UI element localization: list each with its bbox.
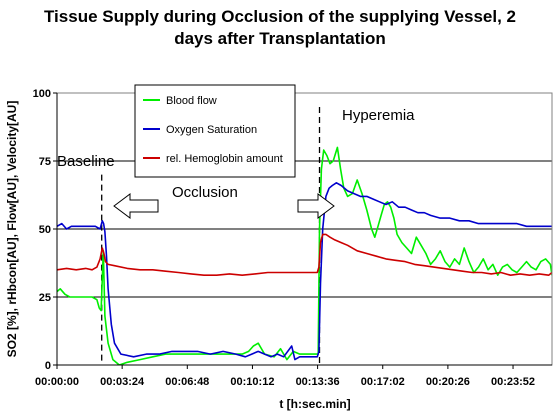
right-arrow-icon — [297, 193, 335, 219]
x-tick-label-0: 00:00:00 — [35, 376, 79, 388]
series-line-0 — [57, 146, 552, 365]
y-tick-label-75: 75 — [39, 156, 51, 168]
chart-title-line-1: Tissue Supply during Occlusion of the su… — [43, 7, 516, 26]
baseline-annotation: Baseline — [57, 153, 115, 170]
legend-label-0: Blood flow — [166, 95, 217, 107]
series-line-1 — [57, 182, 552, 361]
x-tick-label-5: 00:17:02 — [361, 376, 405, 388]
y-tick-label-100: 100 — [33, 88, 51, 100]
x-tick-label-4: 00:13:36 — [296, 376, 340, 388]
occlusion-annotation: Occlusion — [172, 184, 238, 201]
axis-ticks: 0 25 50 75 100 00:00:00 00:03:24 00:06:48 00:10:… — [33, 88, 552, 388]
x-tick-label-3: 00:10:12 — [230, 376, 274, 388]
chart-title: Tissue Supply during Occlusion of the su… — [0, 6, 560, 50]
x-tick-label-7: 00:23:52 — [491, 376, 535, 388]
series-lines — [57, 146, 552, 365]
x-axis-label: t [h:sec.min] — [279, 397, 350, 411]
legend: Blood flow Oxygen Saturation rel. Hemoglob… — [134, 84, 296, 178]
legend-label-2: rel. Hemoglobin amount — [166, 153, 283, 165]
left-arrow-icon — [113, 193, 159, 219]
series-line-2 — [57, 233, 552, 277]
legend-box — [134, 84, 296, 178]
x-tick-label-2: 00:06:48 — [165, 376, 209, 388]
y-tick-label-0: 0 — [45, 360, 51, 372]
grid-lines — [57, 92, 552, 298]
y-tick-label-25: 25 — [39, 292, 51, 304]
hyperemia-annotation: Hyperemia — [342, 107, 415, 124]
legend-label-1: Oxygen Saturation — [166, 124, 257, 136]
x-tick-label-6: 00:20:26 — [426, 376, 470, 388]
y-tick-label-50: 50 — [39, 224, 51, 236]
y-axis-label: SO2 [%], rHbcon[AU], Flow[AU], Velocity[… — [5, 101, 19, 358]
x-tick-label-1: 00:03:24 — [100, 376, 145, 388]
chart-title-line-2: days after Transplantation — [174, 29, 386, 48]
